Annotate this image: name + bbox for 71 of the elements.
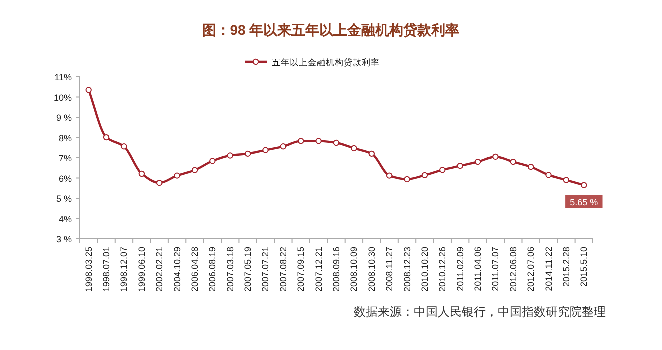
y-tick-label: 6% <box>58 174 72 184</box>
point <box>227 152 234 159</box>
x-tick-label: 2012.07.06 <box>526 247 536 292</box>
x-tick-label: 1998.12.07 <box>119 247 130 292</box>
x-tick-label: 2007.05.19 <box>243 247 254 292</box>
legend-label: 五年以上金融机构贷款利率 <box>272 58 380 68</box>
y-tick-label: 9 % <box>56 113 72 123</box>
y-tick-label: 10% <box>54 92 72 103</box>
y-tick-label: 4% <box>58 214 72 224</box>
y-tick-label: 11% <box>54 72 72 82</box>
x-tick-label: 2007.09.15 <box>296 247 306 292</box>
x-tick-label: 1999.06.10 <box>136 247 147 292</box>
x-tick-label: 2007.03.18 <box>225 247 236 292</box>
x-tick-label: 2014.11.22 <box>544 247 554 292</box>
point <box>351 145 358 152</box>
x-tick-label: 1998.07.01 <box>102 247 112 292</box>
point <box>333 140 340 146</box>
point <box>386 172 393 179</box>
point <box>298 138 304 144</box>
point <box>581 182 588 188</box>
x-tick-label: 2015.2.28 <box>561 247 572 288</box>
y-tick-label: 5 % <box>56 194 72 204</box>
x-tick-label: 2015.5.10 <box>579 247 590 288</box>
point <box>422 172 428 179</box>
point <box>316 138 322 144</box>
point <box>546 172 552 178</box>
x-tick-label: 2008.12.23 <box>402 247 412 292</box>
point <box>528 164 534 170</box>
point <box>192 167 198 174</box>
x-tick-label: 2004.10.29 <box>172 247 182 292</box>
x-tick-label: 2010.12.26 <box>438 247 448 292</box>
point <box>86 87 92 94</box>
point <box>174 172 180 179</box>
x-tick-label: 2007.08.22 <box>278 247 288 292</box>
y-tick-label: 8% <box>58 133 72 144</box>
point <box>404 176 410 183</box>
point <box>457 163 464 170</box>
x-tick-label: 2011.04.06 <box>473 247 484 292</box>
x-tick-label: 2011.02.09 <box>455 247 466 292</box>
x-tick-label: 2008.09.16 <box>332 247 342 292</box>
x-tick-label: 2008.10.30 <box>366 247 377 292</box>
point <box>474 158 482 166</box>
x-tick-label: 2010.10.20 <box>420 247 430 292</box>
point <box>440 167 446 174</box>
point <box>280 144 287 150</box>
x-tick-label: 2011.07.07 <box>490 247 501 292</box>
point <box>103 134 110 141</box>
x-tick-label: 2006.04.28 <box>190 247 200 292</box>
x-tick-label: 1998.03.25 <box>84 247 94 292</box>
data-label: 5.65 % <box>570 197 598 208</box>
x-tick-label: 2012.06.08 <box>508 247 518 292</box>
point <box>510 158 516 166</box>
x-tick-label: 2002.02.21 <box>154 247 165 292</box>
y-tick-label: 3 % <box>56 234 72 244</box>
point <box>121 144 128 150</box>
point <box>492 154 499 160</box>
point <box>138 170 146 178</box>
point <box>156 180 163 186</box>
point <box>368 150 375 158</box>
point <box>210 158 216 164</box>
point <box>244 150 252 158</box>
source-note: 数据来源：中国人民银行，中国指数研究院整理 <box>354 305 606 319</box>
x-tick-label: 2007.12.21 <box>314 247 324 292</box>
y-tick-label: 7% <box>58 154 72 164</box>
x-tick-label: 2006.08.19 <box>208 247 218 292</box>
x-tick-label: 2008.10.09 <box>349 247 360 292</box>
x-tick-label: 2007.07.21 <box>260 247 271 292</box>
x-tick-label: 2008.11.27 <box>384 247 395 292</box>
point <box>262 147 269 154</box>
chart-title: 图：98 年以来五年以上金融机构贷款利率 <box>202 22 460 38</box>
point <box>563 177 570 184</box>
